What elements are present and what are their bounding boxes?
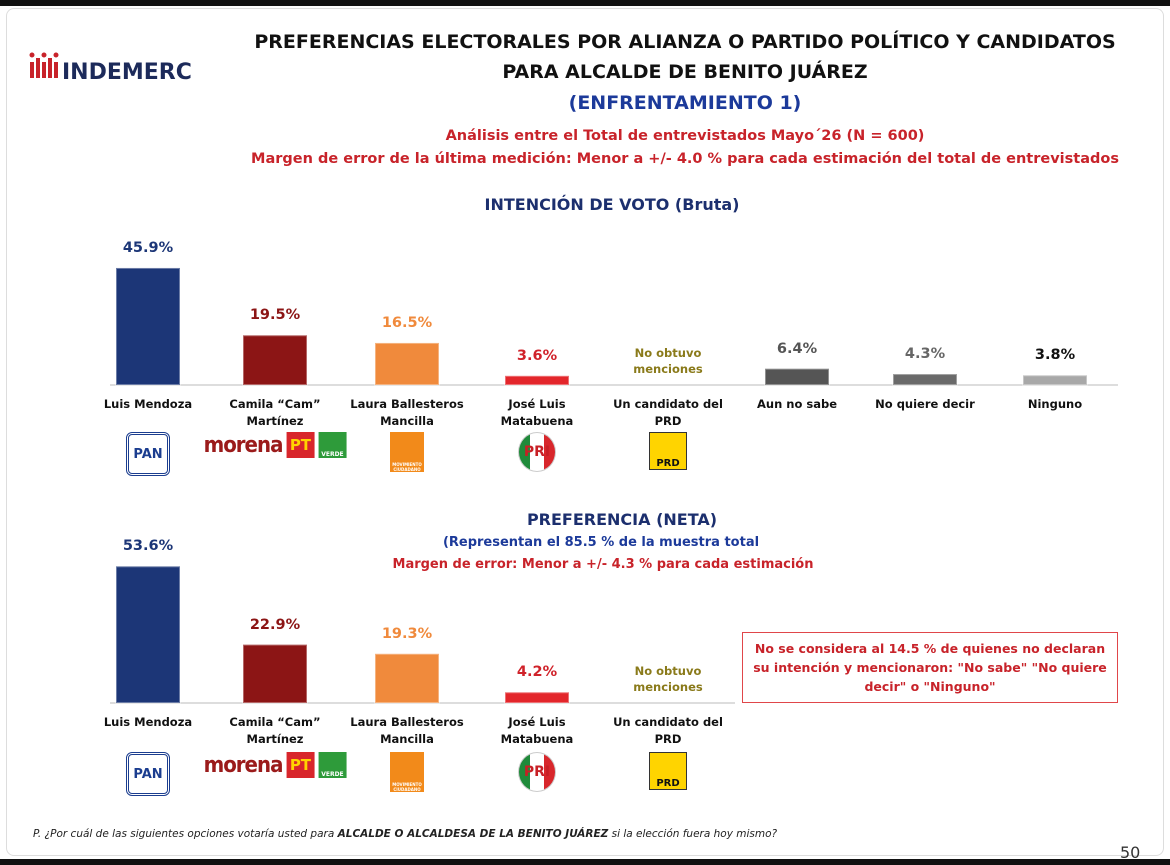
brand-icon bbox=[29, 52, 59, 78]
note: No se considera al 14.5 % de quienes no … bbox=[742, 632, 1118, 703]
party-logo: PRI bbox=[518, 752, 556, 792]
value-label: No obtuvo menciones bbox=[633, 346, 703, 376]
question: si la elección fuera hoy mismo? bbox=[608, 828, 778, 840]
party-logo: PRI bbox=[518, 432, 556, 472]
chart-title: INTENCIÓN DE VOTO (Bruta) bbox=[484, 195, 740, 214]
party-logos: PAN bbox=[126, 432, 170, 476]
value-label: 19.5% bbox=[249, 307, 301, 324]
bar bbox=[504, 374, 570, 387]
bar bbox=[764, 367, 830, 386]
category-label: Un candidato del PRD bbox=[613, 397, 723, 428]
category-label: Laura Ballesteros Mancilla bbox=[350, 397, 464, 428]
margin: Margen de error de la última medición: M… bbox=[251, 151, 1119, 167]
category-label: Luis Mendoza bbox=[103, 397, 193, 411]
party-logos: PRD bbox=[649, 752, 687, 790]
value-label: 53.6% bbox=[122, 538, 174, 555]
party-logo: MOVIMIENTO CIUDADANO bbox=[390, 752, 424, 792]
category-label: José Luis Matabuena bbox=[500, 397, 574, 428]
party-logos: morena PT VERDE bbox=[204, 752, 347, 778]
party-logos: morena PT VERDE bbox=[204, 432, 347, 458]
bar bbox=[115, 266, 181, 386]
value-label: No obtuvo menciones bbox=[633, 664, 703, 694]
category-label: Un candidato del PRD bbox=[613, 715, 723, 746]
party-logo: PT bbox=[286, 432, 315, 458]
bar bbox=[892, 373, 958, 387]
category-label: No quiere decir bbox=[875, 397, 975, 411]
question-bold: ALCALDE O ALCALDESA DE LA BENITO JUÁREZ bbox=[337, 828, 609, 840]
category-label: Aun no sabe bbox=[756, 397, 837, 411]
bar bbox=[115, 565, 181, 704]
value-label: 45.9% bbox=[122, 239, 174, 256]
party-logos: PRD bbox=[649, 432, 687, 470]
question: P. ¿Por cuál de las siguientes opciones … bbox=[33, 828, 338, 840]
party-logo: morena bbox=[203, 752, 284, 778]
page-number: 50 bbox=[1120, 843, 1141, 862]
party-logos: MOVIMIENTO CIUDADANO bbox=[390, 432, 424, 472]
party-logo: PAN bbox=[126, 432, 170, 476]
title: PARA ALCALDE DE BENITO JUÁREZ bbox=[502, 61, 868, 83]
bottom-bar bbox=[0, 859, 1170, 865]
frame bbox=[6, 8, 1164, 856]
party-logo: MOVIMIENTO CIUDADANO bbox=[390, 432, 424, 472]
party-logo: PRD bbox=[649, 432, 687, 470]
value-label: 3.8% bbox=[1034, 347, 1076, 364]
bar bbox=[242, 334, 308, 386]
bar bbox=[1022, 374, 1088, 386]
category-label: Ninguno bbox=[1027, 397, 1083, 411]
party-logo: morena bbox=[203, 432, 284, 458]
party-logo: VERDE bbox=[318, 432, 347, 458]
bar bbox=[504, 691, 570, 704]
subtitle: (ENFRENTAMIENTO 1) bbox=[568, 92, 802, 114]
top-bar bbox=[0, 0, 1170, 6]
value-label: 22.9% bbox=[249, 616, 301, 633]
category-label: Camila “Cam” Martínez bbox=[229, 397, 321, 428]
bar bbox=[374, 341, 440, 386]
value-label: 3.6% bbox=[516, 347, 558, 364]
party-logo: PRD bbox=[649, 752, 687, 790]
party-logos: MOVIMIENTO CIUDADANO bbox=[390, 752, 424, 792]
chart-subtitle: (Representan el 85.5 % de la muestra tot… bbox=[442, 535, 760, 550]
category-label: José Luis Matabuena bbox=[500, 715, 574, 746]
category-label: Laura Ballesteros Mancilla bbox=[350, 715, 464, 746]
category-label: Camila “Cam” Martínez bbox=[229, 715, 321, 746]
value-label: 6.4% bbox=[776, 340, 818, 357]
party-logo: PT bbox=[286, 752, 315, 778]
value-label: 4.2% bbox=[516, 664, 558, 681]
category-label: Luis Mendoza bbox=[103, 715, 193, 729]
value-label: 19.3% bbox=[381, 625, 433, 642]
party-logos: PRI bbox=[518, 432, 556, 472]
bar bbox=[242, 643, 308, 704]
party-logo: PAN bbox=[126, 752, 170, 796]
value-label: 4.3% bbox=[904, 346, 946, 363]
party-logo: VERDE bbox=[318, 752, 347, 778]
bar bbox=[374, 652, 440, 704]
value-label: 16.5% bbox=[381, 314, 433, 331]
party-logos: PRI bbox=[518, 752, 556, 792]
chart-title: PREFERENCIA (NETA) bbox=[526, 510, 718, 529]
title: PREFERENCIAS ELECTORALES POR ALIANZA O P… bbox=[254, 31, 1116, 53]
party-logos: PAN bbox=[126, 752, 170, 796]
analysis: Análisis entre el Total de entrevistados… bbox=[445, 128, 925, 144]
brand: INDEMERC bbox=[62, 60, 192, 85]
chart-margin: Margen de error: Menor a +/- 4.3 % para … bbox=[392, 557, 814, 572]
footnote: P. ¿Por cuál de las siguientes opciones … bbox=[33, 828, 777, 840]
